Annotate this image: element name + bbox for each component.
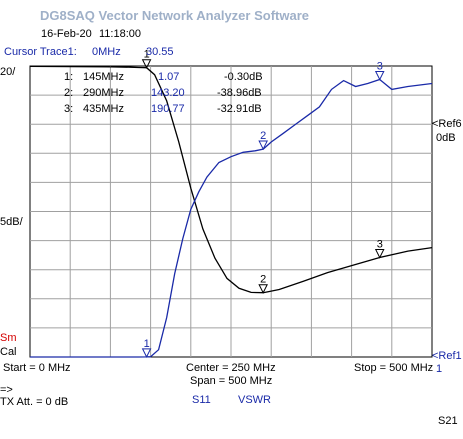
start-label: Start = 0 MHz bbox=[3, 362, 71, 374]
ref6-value: 0dB bbox=[436, 132, 456, 144]
marker-triangle bbox=[258, 140, 268, 151]
cal-label: Cal bbox=[0, 346, 17, 358]
legend-s11[interactable]: S11 bbox=[192, 394, 211, 406]
marker-row-vswr: 1.07 bbox=[158, 71, 180, 83]
marker-row-num: 2: bbox=[64, 87, 74, 99]
ref6-label: <Ref6 bbox=[432, 118, 462, 130]
cursor-value: 30.55 bbox=[146, 46, 174, 58]
marker-row-s11: -0.30dB bbox=[224, 71, 263, 83]
plot-traces bbox=[29, 65, 433, 358]
marker-row-s11: -38.96dB bbox=[217, 87, 262, 99]
plot-markers: 1 2 3 1 2 3 bbox=[141, 49, 385, 359]
marker-label: 2 bbox=[260, 274, 266, 286]
top-scale-label: 20/ bbox=[0, 66, 16, 78]
marker-triangle bbox=[141, 348, 152, 359]
marker-label: 1 bbox=[144, 49, 150, 61]
marker-triangle bbox=[258, 284, 268, 294]
marker-triangle bbox=[141, 59, 152, 69]
marker-label: 1 bbox=[144, 338, 150, 350]
ref1-value: 1 bbox=[436, 363, 443, 375]
trace-vswr bbox=[30, 78, 433, 358]
center-label: Center = 250 MHz bbox=[186, 362, 276, 374]
param-label: S21 bbox=[438, 415, 458, 427]
marker-row-s11: -32.91dB bbox=[217, 103, 262, 115]
marker-row-freq: 435MHz bbox=[83, 103, 124, 115]
mid-scale-label: 5dB/ bbox=[0, 216, 23, 228]
marker-row-freq: 290MHz bbox=[83, 87, 124, 99]
marker-triangle bbox=[374, 70, 385, 81]
marker-triangle bbox=[374, 249, 385, 259]
tx-att-label: TX Att. = 0 dB bbox=[0, 396, 69, 408]
plot-grid bbox=[29, 65, 433, 358]
stop-label: Stop = 500 MHz bbox=[354, 362, 434, 374]
date-label: 16-Feb-20 bbox=[41, 28, 92, 40]
marker-row-vswr: 143.20 bbox=[151, 87, 185, 99]
span-label: Span = 500 MHz bbox=[190, 375, 273, 387]
app-title: DG8SAQ Vector Network Analyzer Software bbox=[40, 8, 309, 23]
marker-row-num: 1: bbox=[64, 71, 74, 83]
cursor-label: Cursor Trace1: bbox=[4, 46, 77, 58]
marker-row-vswr: 190.77 bbox=[151, 103, 185, 115]
cursor-freq: 0MHz bbox=[92, 46, 121, 58]
trace-s11 bbox=[29, 65, 433, 294]
marker-label: 3 bbox=[377, 60, 383, 72]
arrow-label: => bbox=[0, 384, 13, 396]
smoothing-label: Sm bbox=[0, 332, 17, 344]
ref1-label: <Ref1 bbox=[432, 350, 462, 362]
marker-row-freq: 145MHz bbox=[83, 71, 124, 83]
legend-vswr[interactable]: VSWR bbox=[238, 394, 271, 406]
time-label: 11:18:00 bbox=[99, 28, 142, 40]
marker-label: 3 bbox=[377, 239, 383, 251]
marker-row-num: 3: bbox=[64, 103, 74, 115]
marker-label: 2 bbox=[260, 130, 266, 142]
